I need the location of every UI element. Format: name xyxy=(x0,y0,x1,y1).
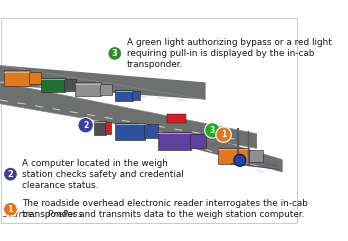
Circle shape xyxy=(205,123,220,138)
FancyBboxPatch shape xyxy=(132,91,140,100)
Text: 3: 3 xyxy=(112,49,118,58)
FancyBboxPatch shape xyxy=(41,78,65,92)
FancyBboxPatch shape xyxy=(4,70,30,86)
FancyBboxPatch shape xyxy=(64,79,76,91)
FancyBboxPatch shape xyxy=(167,114,186,123)
FancyBboxPatch shape xyxy=(94,120,106,135)
Circle shape xyxy=(234,154,246,166)
Text: 3: 3 xyxy=(210,126,215,135)
Text: The roadside overhead electronic reader interrogates the in-cab
transponder and : The roadside overhead electronic reader … xyxy=(22,199,308,219)
FancyBboxPatch shape xyxy=(100,84,112,95)
Circle shape xyxy=(3,167,17,181)
Polygon shape xyxy=(180,134,283,172)
Text: 2: 2 xyxy=(83,121,88,130)
Polygon shape xyxy=(0,65,206,100)
FancyBboxPatch shape xyxy=(1,18,297,223)
Circle shape xyxy=(78,118,93,133)
Text: 1: 1 xyxy=(221,130,226,139)
Circle shape xyxy=(216,127,231,142)
FancyBboxPatch shape xyxy=(115,90,133,101)
FancyBboxPatch shape xyxy=(75,82,101,96)
Polygon shape xyxy=(0,82,257,148)
FancyBboxPatch shape xyxy=(115,123,145,140)
Circle shape xyxy=(3,202,17,216)
FancyBboxPatch shape xyxy=(158,132,191,150)
Text: Source:  PrePass: Source: PrePass xyxy=(3,210,84,219)
Circle shape xyxy=(108,47,121,60)
FancyBboxPatch shape xyxy=(218,148,250,164)
Text: A green light authorizing bypass or a red light
requiring pull-in is displayed b: A green light authorizing bypass or a re… xyxy=(127,38,332,69)
FancyBboxPatch shape xyxy=(144,124,158,138)
Text: A computer located in the weigh
station checks safety and credential
clearance s: A computer located in the weigh station … xyxy=(22,159,184,190)
FancyBboxPatch shape xyxy=(105,122,111,134)
FancyBboxPatch shape xyxy=(249,150,263,162)
FancyBboxPatch shape xyxy=(29,72,41,84)
Text: 2: 2 xyxy=(8,170,13,179)
FancyBboxPatch shape xyxy=(190,134,206,148)
Text: 1: 1 xyxy=(8,205,13,214)
